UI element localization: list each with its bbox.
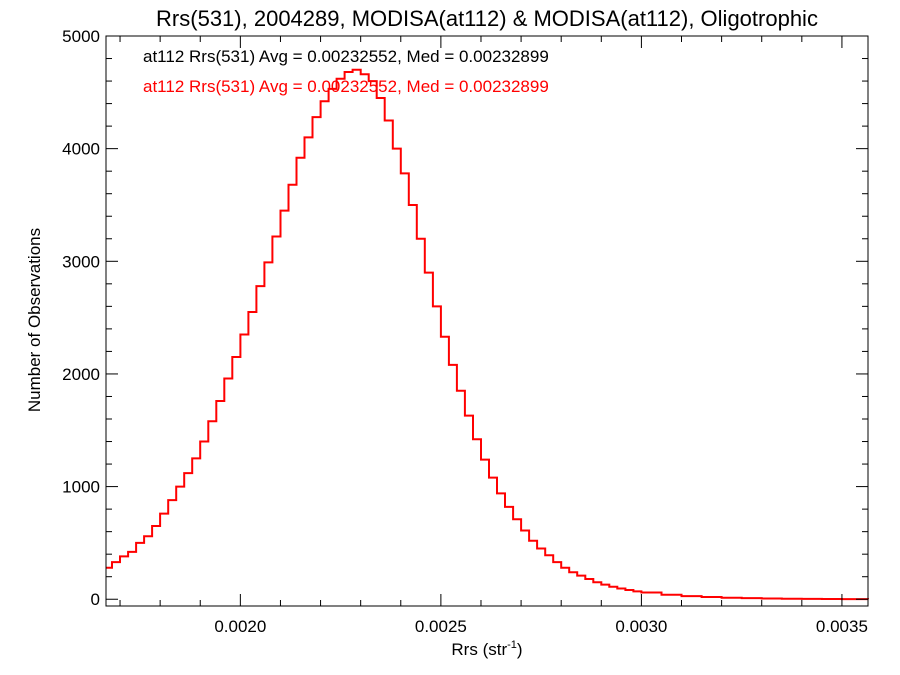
y-tick-label: 5000 <box>62 27 100 46</box>
y-axis-label: Number of Observations <box>25 228 44 412</box>
x-tick-label: 0.0035 <box>816 617 868 636</box>
x-tick-label: 0.0020 <box>214 617 266 636</box>
y-tick-labels: 0 1000 2000 3000 4000 5000 <box>62 27 100 609</box>
x-axis-label: Rrs (str-1) <box>451 639 522 659</box>
y-tick-label: 4000 <box>62 140 100 159</box>
x-tick-label: 0.0025 <box>415 617 467 636</box>
series-line-1 <box>106 68 869 601</box>
plot-area <box>105 35 869 607</box>
x-axis-label-superscript: -1 <box>507 639 517 651</box>
y-tick-label: 3000 <box>62 252 100 271</box>
y-tick-label: 0 <box>91 590 100 609</box>
x-axis-label-main: Rrs (str <box>451 640 507 659</box>
x-axis-label-close: ) <box>517 640 523 659</box>
plot-frame <box>105 35 869 607</box>
y-tick-label: 2000 <box>62 365 100 384</box>
chart-title: Rrs(531), 2004289, MODISA(at112) & MODIS… <box>156 6 818 31</box>
legend-entry-2: at112 Rrs(531) Avg = 0.00232552, Med = 0… <box>143 77 549 96</box>
y-tick-label: 1000 <box>62 478 100 497</box>
legend-entry-1: at112 Rrs(531) Avg = 0.00232552, Med = 0… <box>143 47 549 66</box>
x-tick-labels: 0.0020 0.0025 0.0030 0.0035 <box>214 617 868 636</box>
x-tick-label: 0.0030 <box>615 617 667 636</box>
